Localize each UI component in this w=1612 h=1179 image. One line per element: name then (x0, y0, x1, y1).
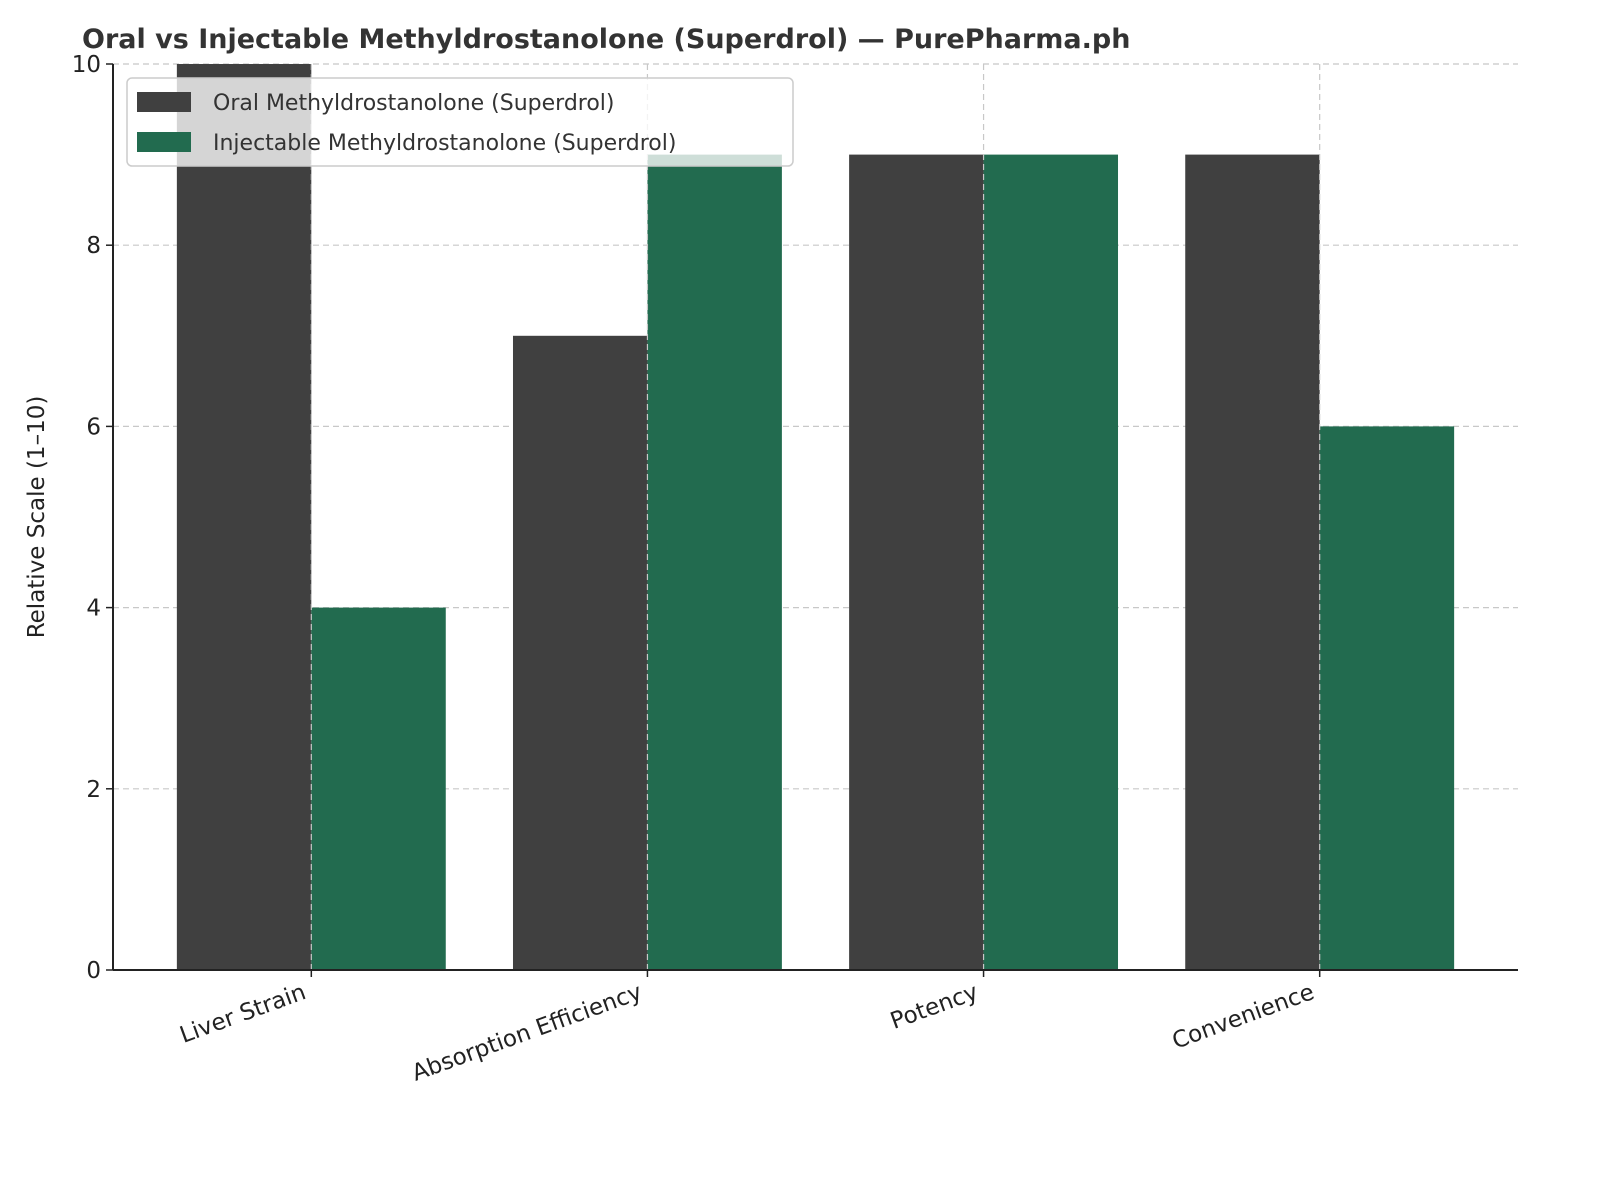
legend-box (126, 77, 794, 167)
bar-1-2 (983, 154, 1119, 971)
bar-0-2 (849, 154, 984, 971)
bar-0-0 (176, 64, 312, 970)
bar-1-3 (1319, 426, 1455, 970)
y-tick-label: 6 (86, 414, 101, 440)
vertical-grid (310, 64, 1321, 970)
bar-0-1 (512, 335, 648, 970)
y-tick-label: 4 (86, 596, 101, 622)
legend: Oral Methyldrostanolone (Superdrol) Injec… (126, 77, 794, 167)
bar-0-3 (1185, 154, 1320, 971)
legend-swatch (137, 132, 191, 152)
legend-label: Oral Methyldrostanolone (Superdrol) (213, 91, 615, 116)
bars (176, 64, 1455, 971)
legend-label: Injectable Methyldrostanolone (Superdrol… (213, 131, 676, 156)
bar-1-1 (647, 154, 782, 971)
x-tick-label: Absorption Efficiency (409, 979, 646, 1086)
chart-title: Oral vs Injectable Methyldrostanolone (S… (82, 24, 1130, 55)
y-axis-label: Relative Scale (1–10) (24, 396, 50, 639)
y-tick-label: 0 (86, 958, 101, 984)
x-tick-label: Liver Strain (177, 979, 310, 1049)
y-tick-label: 2 (86, 777, 101, 803)
bar-1-0 (311, 607, 446, 970)
y-tick-label: 10 (72, 52, 101, 78)
legend-swatch (137, 92, 191, 112)
x-tick-label: Potency (887, 979, 982, 1035)
x-tick-label: Convenience (1169, 979, 1318, 1054)
y-tick-label: 8 (86, 233, 101, 259)
